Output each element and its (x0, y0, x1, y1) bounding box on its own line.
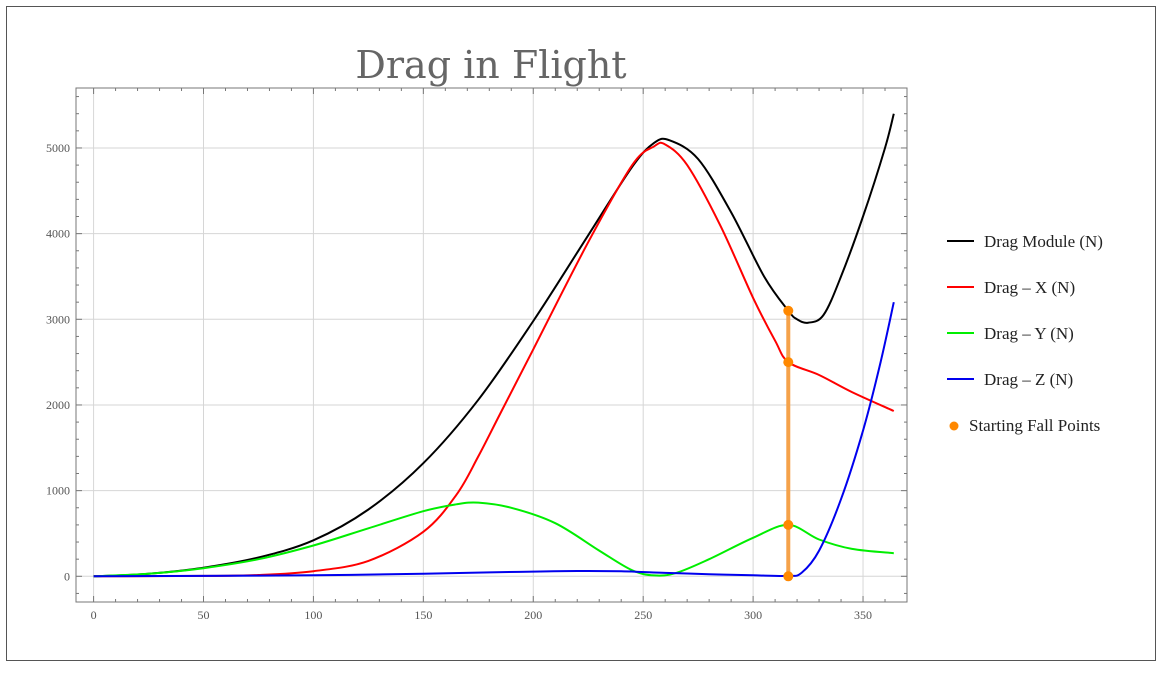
x-tick-label: 0 (91, 608, 97, 622)
x-tick-label: 100 (304, 608, 322, 622)
legend-marker (949, 421, 959, 431)
y-tick-label: 2000 (46, 398, 70, 412)
y-tick-label: 3000 (46, 312, 70, 326)
legend-label: Starting Fall Points (969, 416, 1100, 435)
y-tick-label: 0 (64, 569, 70, 583)
legend-label: Drag – X (N) (984, 278, 1075, 297)
y-tick-label: 4000 (46, 227, 70, 241)
x-tick-label: 250 (634, 608, 652, 622)
chart-title: Drag in Flight (355, 43, 626, 87)
plot-area (75, 87, 908, 603)
legend-label: Drag – Y (N) (984, 324, 1074, 343)
series-line (93, 501, 894, 578)
x-tick-label: 300 (744, 608, 762, 622)
y-tick-label: 1000 (46, 484, 70, 498)
legend: Drag Module (N) Drag – X (N) Drag – Y (N) D… (947, 232, 1103, 435)
series-line (93, 113, 895, 578)
fall-point-marker (783, 519, 794, 530)
legend-label: Drag Module (N) (984, 232, 1103, 251)
y-tick-label: 5000 (46, 141, 70, 155)
x-tick-label: 150 (414, 608, 432, 622)
x-tick-label: 350 (854, 608, 872, 622)
x-tick-label: 200 (524, 608, 542, 622)
fall-point-marker (783, 305, 794, 316)
fall-point-marker (783, 357, 794, 368)
series-group (93, 113, 895, 582)
x-tick-label: 50 (198, 608, 210, 622)
fall-point-marker (783, 571, 794, 582)
axis-ticks: 0 50 100 150 200 250 300 350 0 1000 2000 3000 4000 50… (46, 88, 907, 622)
legend-label: Drag – Z (N) (984, 370, 1073, 389)
series-line (93, 141, 895, 578)
series-line (93, 301, 895, 578)
